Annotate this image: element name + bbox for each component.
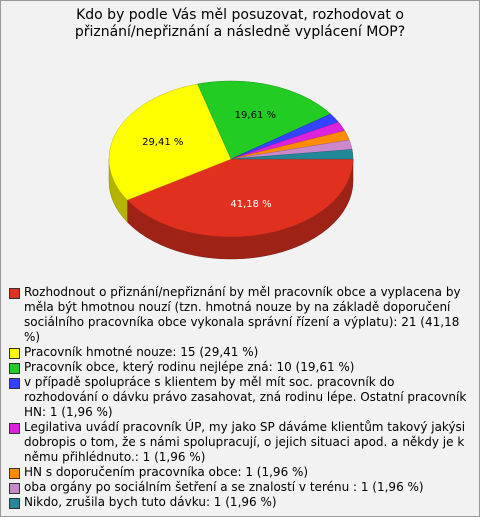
- legend-swatch: [9, 288, 20, 299]
- data-label: 19,61 %: [235, 110, 276, 121]
- legend-item: v případě spolupráce s klientem by měl m…: [9, 375, 469, 420]
- legend-item: Legilativa uvádí pracovník ÚP, my jako S…: [9, 420, 469, 465]
- legend-swatch: [9, 468, 20, 479]
- pie-slice: [197, 80, 332, 160]
- legend-item: Pracovník obce, který rodinu nejlépe zná…: [9, 360, 469, 375]
- chart-title: Kdo by podle Vás měl posuzovat, rozhodov…: [74, 7, 406, 40]
- legend-label: Pracovník obce, který rodinu nejlépe zná…: [24, 360, 355, 374]
- legend-label: Pracovník hmotné nouze: 15 (29,41 %): [24, 345, 259, 359]
- legend-swatch: [9, 348, 20, 359]
- pie-area: 41,18 % 29,41 % 19,61 %: [108, 80, 354, 260]
- legend-label: HN s doporučením pracovníka obce: 1 (1,9…: [24, 465, 309, 479]
- pie-slice: [230, 149, 354, 160]
- legend-label: Rozhodnout o přiznání/nepřiznání by měl …: [24, 285, 461, 344]
- legend-label: Nikdo, zrušila bych tuto dávku: 1 (1,96 …: [24, 495, 277, 509]
- pie-slice: [108, 83, 232, 201]
- legend-item: Pracovník hmotné nouze: 15 (29,41 %): [9, 345, 469, 360]
- legend-label: oba orgány po sociálním šetření a se zna…: [24, 480, 424, 494]
- legend-label: v případě spolupráce s klientem by měl m…: [24, 375, 467, 419]
- legend-item: Rozhodnout o přiznání/nepřiznání by měl …: [9, 285, 469, 345]
- legend-swatch: [9, 423, 20, 434]
- pie-tops: [108, 80, 354, 238]
- legend-item: Nikdo, zrušila bych tuto dávku: 1 (1,96 …: [9, 495, 469, 510]
- legend-swatch: [9, 378, 20, 389]
- legend-item: oba orgány po sociálním šetření a se zna…: [9, 480, 469, 495]
- legend-swatch: [9, 483, 20, 494]
- legend-swatch: [9, 498, 20, 509]
- legend-swatch: [9, 363, 20, 374]
- data-label: 29,41 %: [142, 137, 183, 148]
- legend-item: HN s doporučením pracovníka obce: 1 (1,9…: [9, 465, 469, 480]
- pie-slice: [126, 158, 354, 238]
- legend-label: Legilativa uvádí pracovník ÚP, my jako S…: [24, 420, 466, 464]
- data-label: 41,18 %: [230, 199, 271, 210]
- legend: Rozhodnout o přiznání/nepřiznání by měl …: [9, 285, 469, 510]
